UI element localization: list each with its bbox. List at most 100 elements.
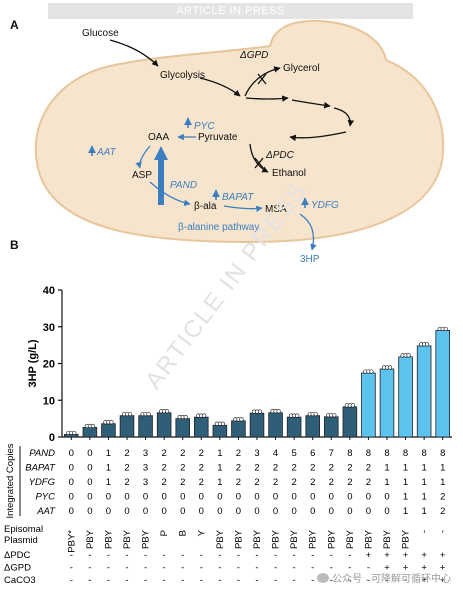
copy-number: 0 bbox=[199, 492, 204, 503]
copy-number: 0 bbox=[87, 506, 92, 517]
copy-number: 0 bbox=[236, 492, 241, 503]
copy-number: 8 bbox=[403, 448, 408, 459]
copy-number: 2 bbox=[180, 463, 185, 474]
chain-arrow-3 bbox=[333, 107, 355, 127]
bar bbox=[101, 423, 116, 438]
modification-value: + bbox=[384, 550, 390, 561]
copy-number: 1 bbox=[421, 477, 426, 488]
bar bbox=[342, 406, 358, 438]
chain-arrow-2 bbox=[291, 99, 331, 109]
plasmid-label-1: Episomal bbox=[4, 524, 43, 535]
copy-number: 8 bbox=[421, 448, 426, 459]
copy-number: 3 bbox=[143, 463, 148, 474]
copy-number: 2 bbox=[366, 477, 371, 488]
plasmid-value: B bbox=[178, 530, 189, 536]
glucose-label: Glucose bbox=[82, 28, 119, 39]
modification-value: + bbox=[421, 575, 427, 586]
copy-number: 0 bbox=[366, 492, 371, 503]
copy-number: 1 bbox=[106, 463, 111, 474]
bar bbox=[194, 416, 209, 438]
copy-number: 1 bbox=[384, 463, 389, 474]
copy-number: 1 bbox=[403, 492, 408, 503]
modification-value: - bbox=[181, 550, 184, 561]
glycerol-arrow bbox=[244, 66, 281, 97]
copy-number: 2 bbox=[161, 477, 166, 488]
copy-number: 5 bbox=[291, 448, 296, 459]
copy-number: 2 bbox=[124, 477, 129, 488]
modification-value: - bbox=[107, 575, 110, 586]
bar bbox=[156, 412, 172, 438]
y-axis-label: 3HP (g/L) bbox=[27, 339, 39, 387]
article-in-press-banner: ARTICLE IN PRESS bbox=[48, 3, 413, 19]
copy-number: 0 bbox=[310, 492, 315, 503]
copy-number: 8 bbox=[384, 448, 389, 459]
copy-number: 8 bbox=[366, 448, 371, 459]
modification-value: - bbox=[404, 575, 407, 586]
aat-label: AAT bbox=[96, 147, 117, 158]
copy-number: 8 bbox=[347, 448, 352, 459]
copy-number: 1 bbox=[403, 463, 408, 474]
modification-value: + bbox=[366, 550, 372, 561]
copy-number: 0 bbox=[124, 506, 129, 517]
row-label: YDFG bbox=[29, 477, 55, 488]
copy-number: 2 bbox=[366, 463, 371, 474]
glycolysis-arrow bbox=[199, 77, 241, 97]
plasmid-value: PBY bbox=[345, 529, 356, 549]
modification-value: + bbox=[440, 575, 446, 586]
copy-number: 2 bbox=[199, 448, 204, 459]
chain-arrow-1 bbox=[245, 95, 289, 102]
integrated-copies-label: Integrated Copies bbox=[5, 443, 16, 518]
copy-number: 0 bbox=[69, 492, 74, 503]
modification-value: - bbox=[144, 563, 147, 574]
copy-number: 0 bbox=[143, 506, 148, 517]
bar bbox=[379, 368, 395, 438]
plasmid-value: PBY bbox=[141, 529, 152, 549]
wechat-icon bbox=[317, 573, 330, 583]
bar bbox=[324, 416, 339, 438]
modification-value: - bbox=[348, 563, 351, 574]
bar bbox=[138, 415, 153, 438]
modification-value: + bbox=[403, 550, 409, 561]
copy-number: 1 bbox=[106, 477, 111, 488]
bala-to-msa-arrow bbox=[223, 205, 263, 213]
y-tick-label: 40 bbox=[43, 285, 55, 297]
replicate-point bbox=[295, 413, 300, 418]
replicate-point bbox=[443, 326, 448, 332]
copy-number: 0 bbox=[347, 506, 352, 517]
modification-value: - bbox=[107, 563, 110, 574]
copy-number: 1 bbox=[440, 477, 445, 488]
modification-value: - bbox=[200, 563, 203, 574]
modification-value: - bbox=[348, 550, 351, 561]
copy-number: 0 bbox=[106, 506, 111, 517]
copy-number: 1 bbox=[217, 477, 222, 488]
modification-label: ΔGPD bbox=[4, 563, 31, 574]
bar bbox=[435, 330, 450, 438]
bar bbox=[82, 427, 98, 438]
modification-value: - bbox=[163, 575, 166, 586]
plasmid-value: PBY bbox=[308, 529, 319, 549]
3hp-label: 3HP bbox=[300, 254, 320, 265]
copy-number: 2 bbox=[124, 448, 129, 459]
plasmid-label-2: Plasmid bbox=[4, 535, 38, 546]
ydfg-label: YDFG bbox=[311, 200, 339, 211]
modification-value: - bbox=[237, 575, 240, 586]
copy-number: 1 bbox=[421, 492, 426, 503]
copy-number: 8 bbox=[440, 448, 445, 459]
replicate-point bbox=[165, 409, 170, 414]
bar bbox=[398, 356, 413, 438]
copy-number: 0 bbox=[87, 477, 92, 488]
copy-number: 2 bbox=[273, 463, 278, 474]
copy-number: 2 bbox=[347, 463, 352, 474]
modification-value: - bbox=[330, 575, 333, 586]
replicate-point bbox=[425, 342, 430, 347]
copy-number: 2 bbox=[236, 463, 241, 474]
copy-number: 2 bbox=[180, 477, 185, 488]
copy-number: 2 bbox=[180, 448, 185, 459]
replicate-point bbox=[183, 415, 188, 420]
plasmid-value: PBY bbox=[289, 529, 300, 549]
modification-value: - bbox=[181, 563, 184, 574]
plasmid-value: PBY* bbox=[66, 530, 77, 553]
plasmid-value: PBY bbox=[85, 529, 96, 549]
bapat-label: BAPAT bbox=[222, 192, 254, 203]
pathway-diagram: Glucose Glycolysis ΔGPD Glycerol Pyruvat… bbox=[34, 19, 445, 265]
